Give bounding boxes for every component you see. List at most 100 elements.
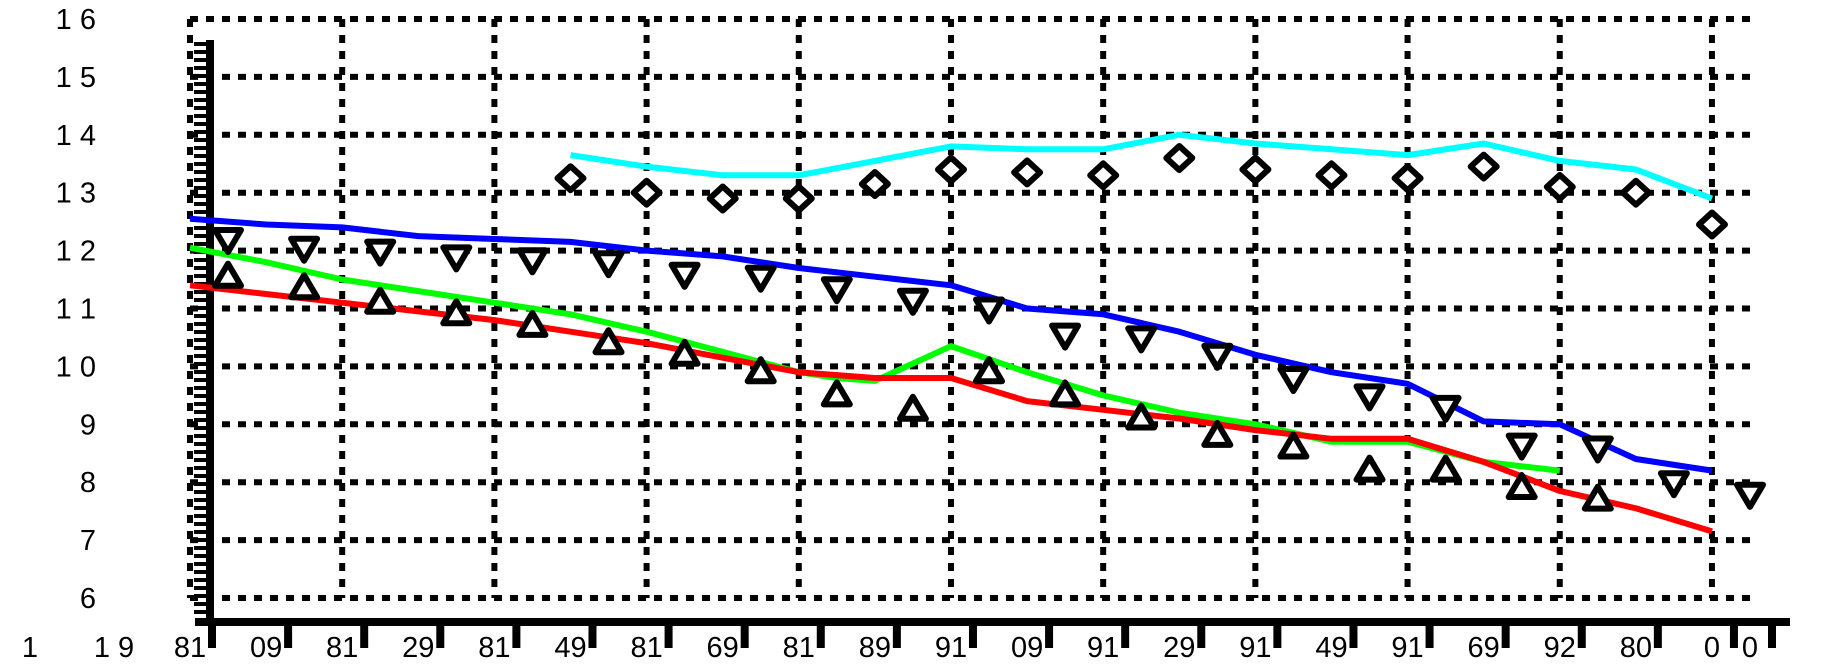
marker-diamond [1239,154,1272,185]
marker-triangle-up [288,272,321,301]
marker-triangle-up [364,286,397,315]
marker-triangle-down [516,247,549,276]
marker-diamond [1011,157,1044,188]
marker-triangle-down [820,276,853,305]
x-tick-label: 92 [1544,632,1576,664]
marker-group [212,143,1766,512]
x-tick-label: 81 [478,632,510,664]
grid [187,16,1750,601]
x-tick-labels: 1 9 81 09 81 29 81 49 81 69 81 89 91 09 91 29 91 49 91 69 9… [22,632,1758,664]
marker-triangle-down [440,244,473,273]
marker-diamond [858,169,891,199]
marker-triangle-up [1581,483,1614,512]
marker-triangle-down [1657,470,1690,499]
marker-triangle-up [1429,454,1462,483]
marker-diamond [1391,163,1424,194]
y-tick-label: 1 5 [56,62,96,94]
y-tick-labels: 1 6 1 5 1 4 1 3 1 2 1 1 1 0 9 8 7 6 [56,4,96,615]
x-tick-label: 69 [1468,632,1500,664]
y-tick-label: 1 3 [56,178,96,210]
marker-triangle-up [744,356,777,385]
marker-triangle-up [973,356,1005,385]
series-line [189,215,1713,474]
x-tick-label: 89 [859,632,891,664]
x-tick-label: 81 [174,632,206,664]
y-tick-label: 1 2 [56,236,96,268]
marker-triangle-up [820,379,853,408]
marker-triangle-down [1734,481,1766,510]
x-tick-label: 0 [1704,632,1720,664]
marker-triangle-down [896,287,929,316]
marker-triangle-down [973,296,1005,325]
y-tick-label: 1 1 [56,294,96,326]
x-tick-label: 91 [1087,632,1119,664]
marker-triangle-up [516,309,549,338]
marker-triangle-down [364,238,397,267]
series-line [189,282,1713,535]
marker-triangle-down [1581,435,1614,464]
marker-triangle-up [1049,379,1082,408]
x-tick-label: 0 [1742,632,1758,664]
marker-triangle-up [212,260,244,289]
x-tick-label: 91 [935,632,967,664]
x-tick-label: 1 9 [94,632,134,664]
marker-triangle-down [1201,342,1234,371]
marker-diamond [554,163,587,194]
x-tick-label: 49 [1315,632,1347,664]
marker-diamond [1163,143,1196,173]
marker-triangle-up [592,327,625,356]
x-tick-label: 69 [707,632,739,664]
x-tick-label: 29 [402,632,434,664]
marker-diamond [1543,171,1576,202]
marker-diamond [1467,151,1500,182]
x-tick-label: 09 [1011,632,1043,664]
marker-diamond [706,183,739,214]
series-group [189,131,1714,535]
marker-triangle-down [1277,366,1310,394]
y-tick-label: 7 [80,525,96,557]
y-tick-label: 9 [80,409,96,441]
x-tick-label: 81 [630,632,662,664]
marker-diamond [1696,209,1728,240]
series-line [570,131,1714,202]
x-tick-label: 49 [554,632,586,664]
marker-triangle-down [288,235,321,264]
marker-diamond [935,154,967,185]
x-tick-label: 91 [1239,632,1271,664]
x-tick-label: 91 [1391,632,1423,664]
marker-triangle-up [1201,419,1234,448]
marker-triangle-down [744,264,777,293]
axes [194,40,1790,648]
marker-triangle-down [1505,432,1538,461]
marker-triangle-down [668,261,701,290]
y-tick-label: 1 4 [56,120,96,152]
marker-triangle-up [1125,402,1158,431]
marker-triangle-down [1125,325,1158,354]
marker-triangle-up [440,298,473,327]
marker-diamond [1087,160,1120,191]
y-tick-label: 1 6 [56,4,96,36]
x-tick-label: 81 [326,632,358,664]
marker-triangle-up [896,393,929,422]
marker-triangle-up [1277,431,1310,460]
marker-triangle-down [1353,383,1386,412]
marker-triangle-down [212,227,244,255]
marker-triangle-down [592,250,625,279]
y-tick-label: 8 [80,467,96,499]
marker-diamond [630,177,663,208]
x-tick-label: 80 [1620,632,1652,664]
x-tick-label: 1 [22,632,38,664]
y-tick-label: 1 0 [56,351,96,383]
marker-triangle-down [1429,394,1462,423]
x-tick-label: 09 [250,632,282,664]
marker-triangle-up [1353,454,1386,483]
x-tick-label: 29 [1163,632,1195,664]
marker-diamond [1315,160,1348,191]
marker-triangle-up [668,338,701,367]
marker-triangle-down [1049,322,1082,351]
marker-diamond [1619,177,1652,208]
x-tick-label: 81 [783,632,815,664]
y-tick-label: 6 [80,583,96,615]
marker-triangle-up [1505,472,1538,500]
